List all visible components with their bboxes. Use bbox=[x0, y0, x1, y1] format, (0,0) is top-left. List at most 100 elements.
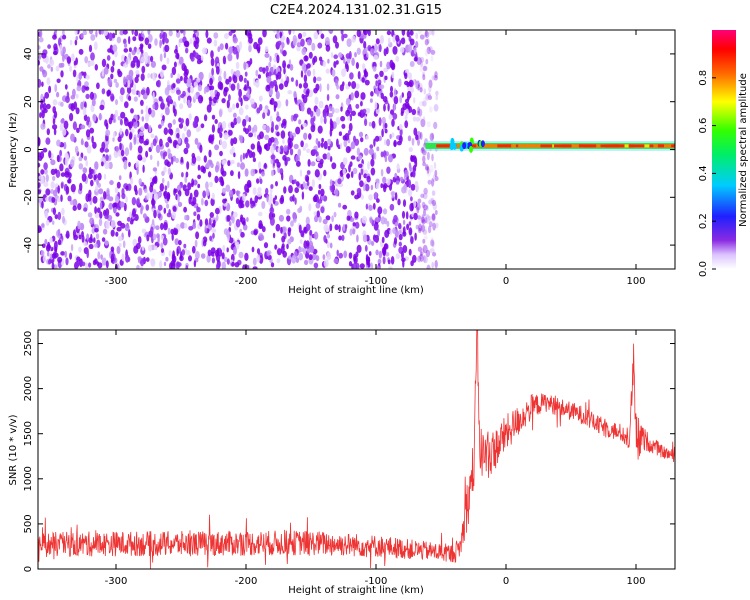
spectrogram-noise-blob bbox=[390, 85, 393, 93]
spectrogram-noise-blob bbox=[95, 185, 98, 193]
spectrogram-noise-blob bbox=[331, 215, 334, 223]
spectrogram-noise-blob bbox=[325, 215, 331, 221]
spectrogram-noise-blob bbox=[40, 169, 45, 175]
spectrogram-noise-blob bbox=[48, 85, 52, 94]
spectrogram-noise-blob bbox=[327, 58, 330, 64]
spectrogram-noise-blob bbox=[38, 182, 41, 188]
spectrogram-noise-blob bbox=[423, 254, 426, 263]
spectrogram-noise-blob bbox=[140, 56, 146, 63]
spectrogram-noise-blob bbox=[305, 223, 311, 231]
spectrogram-signal-peak bbox=[628, 144, 645, 148]
spectrogram-noise-blob bbox=[155, 225, 160, 231]
spectrogram-noise-blob bbox=[373, 152, 377, 160]
spectrogram-noise-blob bbox=[335, 116, 341, 125]
spectrogram-noise-blob bbox=[140, 125, 145, 131]
spectrogram-noise-blob bbox=[281, 235, 286, 243]
spectrogram-noise-blob bbox=[329, 242, 333, 249]
spectrogram-noise-blob bbox=[147, 72, 151, 79]
spectrogram-noise-blob bbox=[76, 85, 82, 92]
spectrogram-noise-blob bbox=[48, 150, 52, 159]
spectrogram-noise-blob bbox=[325, 44, 331, 52]
spectrogram-noise-blob bbox=[331, 69, 336, 77]
spectrogram-noise-blob bbox=[366, 175, 371, 183]
spectrogram-noise-blob bbox=[60, 62, 65, 68]
spectrogram-noise-blob bbox=[398, 222, 402, 229]
spectrogram-noise-blob bbox=[83, 241, 88, 247]
spectrogram-noise-blob bbox=[294, 197, 297, 205]
spectrogram-noise-blob bbox=[78, 246, 82, 253]
spectrogram-noise-blob bbox=[153, 193, 159, 202]
colorbar-tick-label: 0.8 bbox=[698, 70, 709, 86]
spectrogram-noise-blob bbox=[358, 163, 363, 168]
snr-x-tick-label: 0 bbox=[503, 576, 509, 587]
spectrogram-noise-blob bbox=[136, 166, 139, 175]
spectrogram-noise-blob bbox=[289, 148, 294, 156]
spectrogram-noise-blob bbox=[270, 154, 276, 160]
spectrogram-noise-blob bbox=[188, 113, 192, 121]
spectrogram-noise-blob bbox=[44, 210, 48, 219]
spectrogram-signal-peak bbox=[593, 144, 611, 148]
spectrogram-noise-blob bbox=[306, 170, 311, 175]
spectrogram-noise-blob bbox=[364, 118, 368, 127]
spectrogram-noise-blob bbox=[378, 117, 382, 126]
spectrogram-noise-blob bbox=[302, 31, 307, 37]
spectrogram-noise-blob bbox=[141, 116, 145, 122]
spectrogram-noise-blob bbox=[318, 184, 322, 189]
spectrogram-noise-blob bbox=[424, 30, 430, 39]
spectrogram-noise-blob bbox=[409, 61, 415, 67]
spectrogram-noise-blob bbox=[360, 194, 364, 200]
spectrogram-noise-blob bbox=[64, 171, 70, 178]
spectrogram-noise-blob bbox=[101, 88, 106, 95]
spectrogram-noise-blob bbox=[115, 212, 120, 217]
spectrogram-noise-blob bbox=[330, 184, 334, 193]
spectrogram-noise-blob bbox=[246, 217, 249, 222]
spectrogram-noise-blob bbox=[81, 231, 84, 238]
spectrogram-noise-blob bbox=[375, 80, 378, 87]
spectrogram-noise-blob bbox=[156, 79, 161, 88]
spectrogram-noise-blob bbox=[115, 99, 118, 106]
spectrogram-noise-blob bbox=[162, 115, 165, 122]
spectrogram-noise-blob bbox=[257, 187, 262, 193]
spectrogram-noise-blob bbox=[320, 142, 324, 148]
colorbar-tick-label: 0.4 bbox=[698, 165, 709, 181]
spectrogram-noise-blob bbox=[347, 115, 351, 121]
spectrogram-noise-blob bbox=[62, 34, 67, 40]
spectrogram-noise-blob bbox=[303, 74, 308, 83]
spectrogram-noise-blob bbox=[106, 91, 110, 97]
spectrogram-noise-blob bbox=[311, 179, 315, 188]
spectrogram-noise-blob bbox=[119, 118, 123, 126]
spectrogram-noise-blob bbox=[228, 46, 234, 54]
spectrogram-noise-blob bbox=[161, 177, 165, 184]
spectrogram-noise-blob bbox=[114, 109, 119, 118]
snr-y-tick-label: 1000 bbox=[23, 466, 34, 491]
spectrogram-noise-blob bbox=[202, 47, 208, 55]
spectrogram-noise-blob bbox=[214, 175, 219, 184]
spectrogram-noise-blob bbox=[64, 84, 68, 90]
spectrogram-noise-blob bbox=[39, 66, 44, 72]
spectrogram-noise-blob bbox=[238, 41, 243, 50]
spectrogram-noise-blob bbox=[162, 31, 168, 41]
spectrogram-noise-blob bbox=[430, 197, 435, 204]
spectrogram-noise-blob bbox=[110, 113, 114, 121]
spectrogram-noise-blob bbox=[164, 185, 168, 191]
spectrogram-noise-blob bbox=[41, 109, 45, 119]
spectrogram-noise-blob bbox=[300, 70, 304, 78]
spectrogram-noise-blob bbox=[206, 37, 212, 44]
spectrogram-noise-blob bbox=[339, 142, 343, 149]
spectrogram-noise-blob bbox=[349, 72, 354, 80]
spectrogram-noise-blob bbox=[310, 124, 316, 133]
spectrogram-noise-blob bbox=[382, 176, 387, 184]
spectrogram-noise-blob bbox=[145, 113, 149, 122]
spectrogram-noise-blob bbox=[422, 72, 425, 77]
spectrogram-noise-blob bbox=[384, 122, 388, 129]
spectrogram-noise-blob bbox=[284, 80, 289, 88]
snr-x-ticks: -300 -200 -100 0 100 bbox=[105, 330, 646, 587]
spectrogram-noise-blob bbox=[419, 131, 423, 140]
spectrogram-noise-blob bbox=[431, 75, 436, 81]
spectrogram-noise-blob bbox=[205, 188, 210, 197]
spectrogram-noise-blob bbox=[258, 211, 263, 217]
spectrogram-noise-blob bbox=[203, 155, 207, 163]
spectrogram-noise-blob bbox=[269, 115, 273, 124]
spectrogram-noise-blob bbox=[318, 215, 322, 223]
spectrogram-noise-blob bbox=[221, 170, 227, 177]
